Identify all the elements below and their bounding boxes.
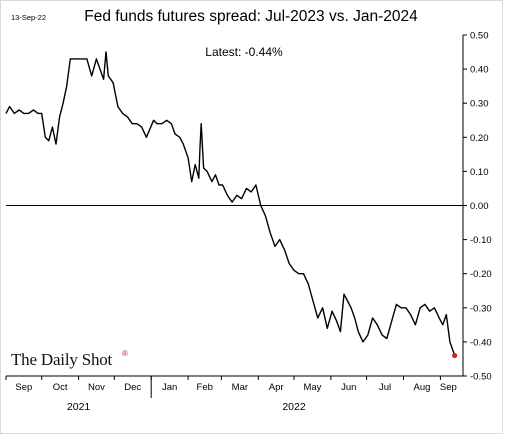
y-tick-label: -0.20 (470, 269, 492, 280)
x-year-label: 2021 (67, 401, 91, 413)
date-label: 13-Sep-22 (11, 13, 46, 22)
x-tick-label: Nov (88, 382, 105, 393)
x-tick-label: Oct (53, 382, 68, 393)
x-tick-label: Sep (15, 382, 32, 393)
y-tick-label: 0.50 (470, 31, 489, 42)
x-tick-label: Jun (341, 382, 356, 393)
y-tick-label: 0.20 (470, 133, 489, 144)
axis-layer (5, 34, 467, 398)
y-tick-label: 0.30 (470, 99, 489, 110)
x-tick-label: Aug (413, 382, 430, 393)
x-tick-label: Mar (232, 382, 248, 393)
x-tick-label: Sep (440, 382, 457, 393)
brand-mark: ® (122, 349, 128, 358)
y-tick-label: 0.40 (470, 65, 489, 76)
x-tick-label: Feb (197, 382, 213, 393)
y-tick-label: 0.00 (470, 201, 489, 212)
chart-title: Fed funds futures spread: Jul-2023 vs. J… (84, 8, 418, 25)
y-tick-label: -0.50 (470, 372, 492, 383)
series-line (5, 51, 456, 356)
y-tick-label: -0.10 (470, 235, 492, 246)
latest-marker (452, 352, 458, 359)
brand-text: The Daily Shot (11, 350, 113, 369)
y-tick-label: 0.10 (470, 167, 489, 178)
x-tick-label: Jul (379, 382, 391, 393)
label-layer: 0.50 0.40 0.30 0.20 0.10 0.00 -0.10 -0.20 -0.30 -… (15, 31, 491, 414)
x-year-label: 2022 (282, 401, 306, 413)
x-tick-label: Dec (124, 382, 141, 393)
plot-layer (5, 51, 458, 359)
x-tick-label: Jan (162, 382, 177, 393)
brand-logo: The Daily Shot ® (11, 349, 128, 369)
y-tick-label: -0.30 (470, 303, 492, 314)
latest-annotation: Latest: -0.44% (205, 45, 283, 59)
y-tick-label: -0.40 (470, 337, 492, 348)
x-tick-label: May (303, 382, 321, 393)
x-tick-label: Apr (269, 382, 284, 393)
